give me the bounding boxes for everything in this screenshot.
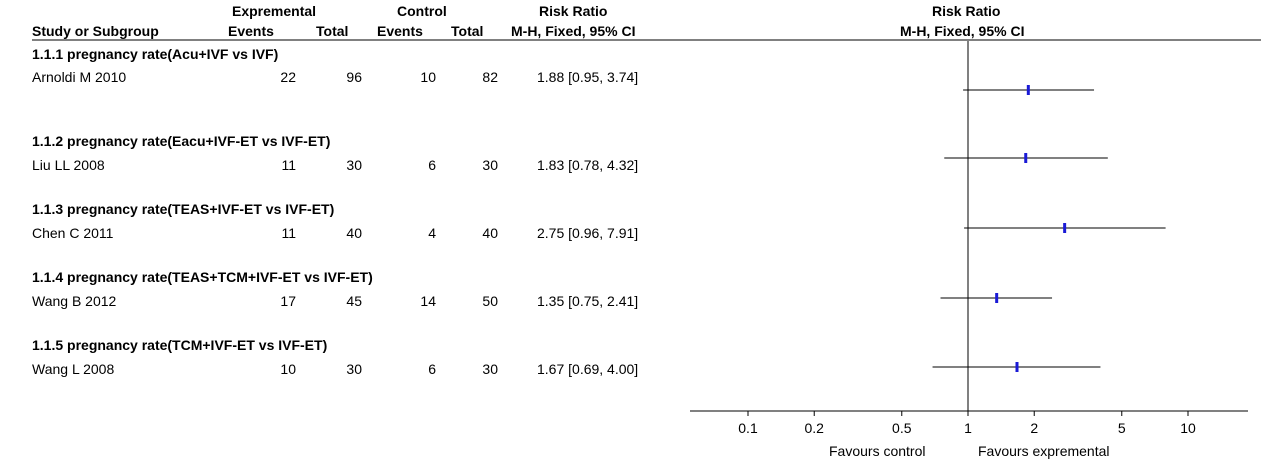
subgroup-title: 1.1.5 pregnancy rate(TCM+IVF-ET vs IVF-E… [32,337,328,353]
study-ci-text: 2.75 [0.96, 7.91] [537,225,639,241]
study-events1: 10 [280,361,296,377]
study-events1: 11 [281,225,296,241]
study-total1: 30 [346,361,362,377]
study-total1: 96 [346,69,362,85]
favours-experimental-label: Favours expremental [978,443,1110,459]
x-tick-label: 2 [1030,420,1038,436]
subgroup-title: 1.1.1 pregnancy rate(Acu+IVF vs IVF) [32,46,279,62]
point-estimate-marker [1015,362,1019,372]
x-tick-label: 1 [964,420,972,436]
study-events2: 6 [428,361,436,377]
study-events2: 6 [428,157,436,173]
point-estimate-marker [995,293,999,303]
header-total2: Total [451,23,484,39]
study-ci-text: 1.83 [0.78, 4.32] [537,157,639,173]
x-tick-label: 0.1 [738,420,758,436]
favours-control-label: Favours control [829,443,926,459]
header-group2: Control [397,3,447,19]
favours-experimental-suffix: l [1106,443,1110,459]
study-total1: 45 [346,293,362,309]
study-total2: 30 [482,361,498,377]
study-events1: 11 [281,157,296,173]
header-group1: Expremental [232,3,316,19]
header-study: Study or Subgroup [32,23,159,39]
study-ci-text: 1.35 [0.75, 2.41] [537,293,639,309]
study-total1: 40 [346,225,362,241]
study-name: Chen C 2011 [32,225,114,241]
study-events2: 4 [428,225,436,241]
point-estimate-marker [1063,223,1067,233]
header-group1-suffix: l [312,3,317,19]
header-events2: Events [377,23,423,39]
subgroup-title: 1.1.4 pregnancy rate(TEAS+TCM+IVF-ET vs … [32,269,373,285]
x-tick-label: 0.2 [804,420,824,436]
study-events2: 14 [420,293,436,309]
header-risk-ratio: Risk Ratio [539,3,608,19]
study-ci-text: 1.67 [0.69, 4.00] [537,361,639,377]
study-events2: 10 [420,69,436,85]
study-name: Liu LL 2008 [32,157,105,173]
point-estimate-marker [1026,85,1030,95]
plot-title: Risk Ratio [932,3,1001,19]
study-total2: 30 [482,157,498,173]
study-name: Wang L 2008 [32,361,115,377]
subgroup-title: 1.1.3 pregnancy rate(TEAS+IVF-ET vs IVF-… [32,201,335,217]
x-tick-label: 10 [1180,420,1196,436]
subgroup-title: 1.1.2 pregnancy rate(Eacu+IVF-ET vs IVF-… [32,133,331,149]
plot-method: M-H, Fixed, 95% CI [900,23,1025,39]
x-tick-label: 5 [1118,420,1126,436]
plot-layer: 0.1 0.2 0.5 1 2 5 10 [690,41,1248,436]
study-ci-text: 1.88 [0.95, 3.74] [537,69,639,85]
point-estimate-marker [1024,153,1028,163]
study-total1: 30 [346,157,362,173]
study-total2: 40 [482,225,498,241]
favours-experimental-text: Favours exprementa [978,443,1107,459]
study-events1: 22 [280,69,296,85]
study-total2: 82 [482,69,498,85]
x-tick-label: 0.5 [892,420,912,436]
study-events1: 17 [280,293,296,309]
header-group1-text: Exprementa [232,3,313,19]
study-name: Wang B 2012 [32,293,117,309]
header-total1: Total [316,23,349,39]
header-method: M-H, Fixed, 95% CI [511,23,636,39]
study-name: Arnoldi M 2010 [32,69,127,85]
header-events1: Events [228,23,274,39]
study-total2: 50 [482,293,498,309]
